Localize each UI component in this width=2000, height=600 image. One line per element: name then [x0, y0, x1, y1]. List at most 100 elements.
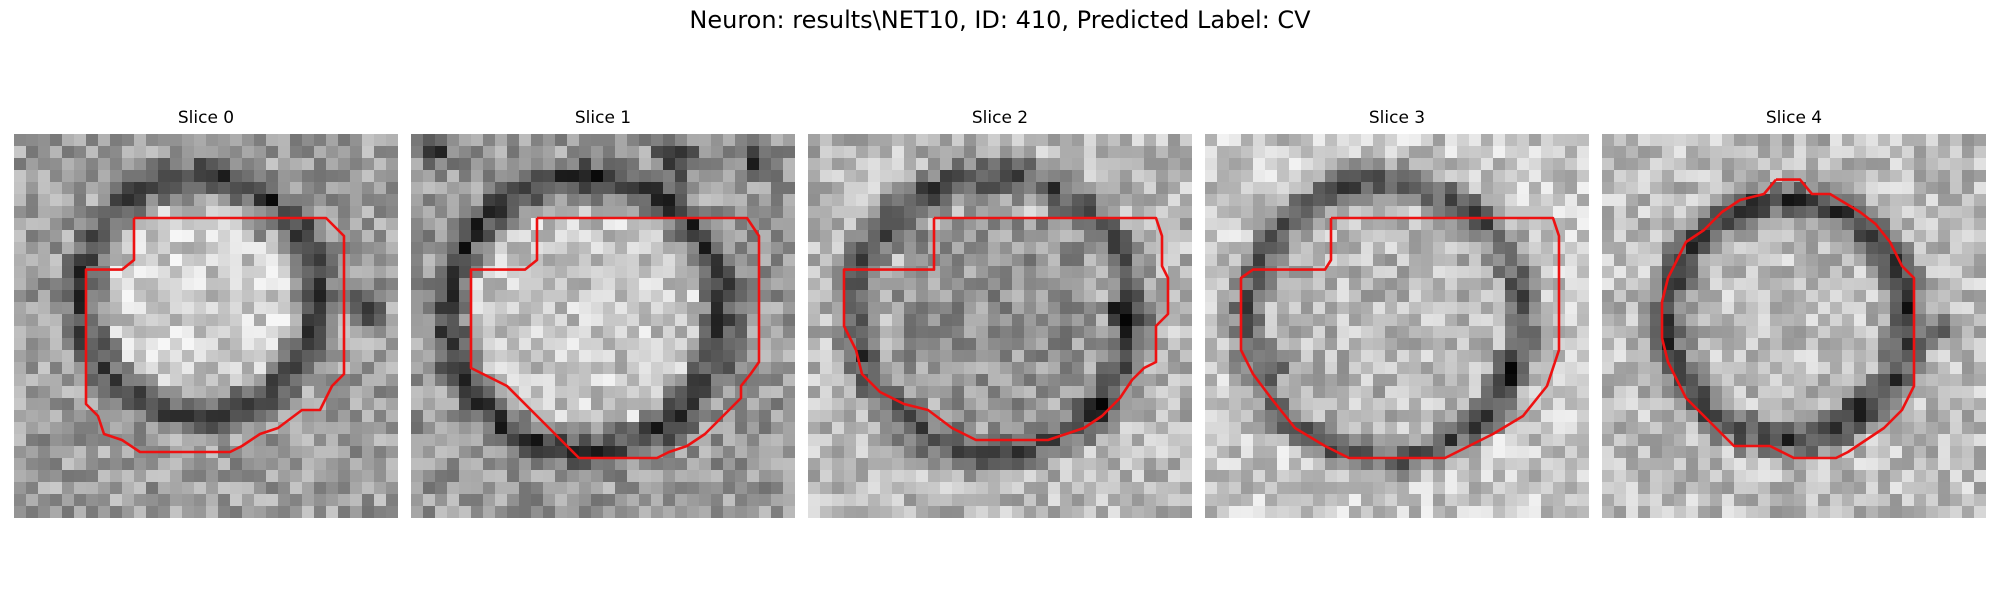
image-pixel: [38, 338, 51, 351]
image-pixel: [74, 434, 87, 447]
image-pixel: [1577, 398, 1589, 411]
image-pixel: [783, 470, 795, 483]
image-pixel: [1782, 158, 1795, 171]
image-pixel: [940, 374, 953, 387]
image-pixel: [1806, 398, 1819, 411]
image-pixel: [170, 254, 183, 267]
image-pixel: [50, 134, 63, 147]
image-pixel: [1481, 134, 1494, 147]
image-pixel: [170, 170, 183, 183]
image-pixel: [1301, 134, 1314, 147]
image-pixel: [1337, 422, 1350, 435]
image-pixel: [459, 182, 472, 195]
image-pixel: [1962, 266, 1975, 279]
image-pixel: [1180, 146, 1192, 159]
image-pixel: [1385, 338, 1398, 351]
image-pixel: [507, 266, 520, 279]
image-pixel: [1072, 398, 1085, 411]
image-pixel: [14, 410, 27, 423]
image-pixel: [615, 350, 628, 363]
image-pixel: [1337, 206, 1350, 219]
image-pixel: [663, 398, 676, 411]
image-pixel: [892, 386, 905, 399]
image-pixel: [74, 470, 87, 483]
image-pixel: [1024, 458, 1037, 471]
image-pixel: [1048, 302, 1061, 315]
image-pixel: [1866, 290, 1879, 303]
image-pixel: [1048, 290, 1061, 303]
image-pixel: [158, 206, 171, 219]
image-pixel: [892, 374, 905, 387]
image-pixel: [567, 242, 580, 255]
image-pixel: [254, 362, 267, 375]
image-pixel: [1758, 266, 1771, 279]
image-pixel: [1565, 266, 1578, 279]
image-pixel: [916, 434, 929, 447]
image-pixel: [1361, 206, 1374, 219]
image-pixel: [1854, 266, 1867, 279]
image-pixel: [759, 314, 772, 327]
image-pixel: [1806, 254, 1819, 267]
image-pixel: [1481, 314, 1494, 327]
image-pixel: [1096, 314, 1109, 327]
image-pixel: [435, 194, 448, 207]
image-pixel: [218, 134, 231, 147]
image-pixel: [1854, 374, 1867, 387]
image-pixel: [1962, 446, 1975, 459]
image-pixel: [254, 266, 267, 279]
image-pixel: [1060, 506, 1073, 518]
image-pixel: [1962, 170, 1975, 183]
image-pixel: [1361, 458, 1374, 471]
image-pixel: [158, 398, 171, 411]
image-pixel: [302, 302, 315, 315]
image-pixel: [1265, 242, 1278, 255]
image-pixel: [1794, 422, 1807, 435]
image-pixel: [651, 326, 664, 339]
image-pixel: [904, 158, 917, 171]
image-pixel: [1686, 374, 1699, 387]
image-pixel: [1626, 278, 1639, 291]
image-pixel: [507, 326, 520, 339]
image-pixel: [1000, 386, 1013, 399]
image-pixel: [783, 230, 795, 243]
image-pixel: [579, 134, 592, 147]
image-pixel: [386, 458, 398, 471]
image-pixel: [314, 266, 327, 279]
image-pixel: [675, 494, 688, 507]
image-pixel: [1782, 434, 1795, 447]
image-pixel: [1565, 362, 1578, 375]
image-pixel: [1914, 338, 1927, 351]
image-pixel: [110, 302, 123, 315]
image-pixel: [1289, 302, 1302, 315]
image-pixel: [471, 146, 484, 159]
image-pixel: [1650, 386, 1663, 399]
image-pixel: [1806, 170, 1819, 183]
image-pixel: [266, 302, 279, 315]
image-pixel: [50, 374, 63, 387]
image-pixel: [1253, 410, 1266, 423]
image-pixel: [832, 494, 845, 507]
image-pixel: [687, 482, 700, 495]
image-pixel: [1686, 158, 1699, 171]
slice-image-0: [14, 134, 398, 518]
image-pixel: [567, 470, 580, 483]
image-pixel: [134, 146, 147, 159]
image-pixel: [579, 434, 592, 447]
image-pixel: [1553, 434, 1566, 447]
image-pixel: [386, 242, 398, 255]
segmentation-contour: [1239, 216, 1561, 460]
image-pixel: [435, 422, 448, 435]
image-pixel: [1746, 290, 1759, 303]
image-pixel: [423, 314, 436, 327]
image-pixel: [182, 362, 195, 375]
image-pixel: [1650, 290, 1663, 303]
image-pixel: [1662, 458, 1675, 471]
image-pixel: [362, 458, 375, 471]
image-pixel: [483, 338, 496, 351]
image-pixel: [808, 386, 821, 399]
image-pixel: [471, 458, 484, 471]
image-pixel: [940, 362, 953, 375]
image-pixel: [1614, 326, 1627, 339]
image-pixel: [1084, 458, 1097, 471]
image-pixel: [916, 290, 929, 303]
